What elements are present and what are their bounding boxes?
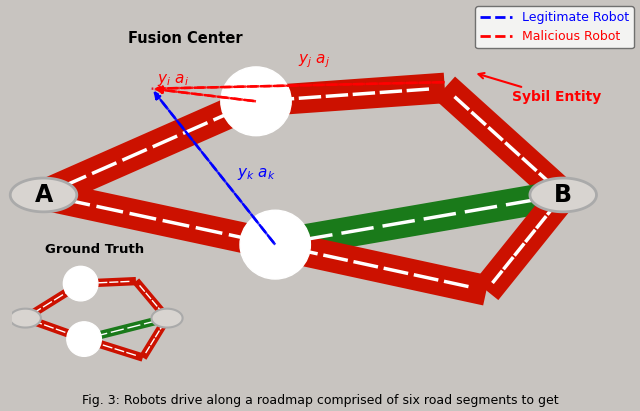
Polygon shape [10,309,41,328]
Ellipse shape [63,266,98,301]
Text: Sybil Entity: Sybil Entity [479,73,601,104]
Polygon shape [530,178,596,212]
Text: Fusion Center: Fusion Center [128,31,243,46]
Text: Ground Truth: Ground Truth [45,243,144,256]
Ellipse shape [221,67,291,136]
Text: $y_i\ a_i$: $y_i\ a_i$ [157,72,189,88]
Text: A: A [35,183,52,207]
Legend: Legitimate Robot, Malicious Robot: Legitimate Robot, Malicious Robot [476,6,634,48]
Text: Fig. 3: Robots drive along a roadmap comprised of six road segments to get: Fig. 3: Robots drive along a roadmap com… [82,394,558,407]
Text: $y_j\ a_j$: $y_j\ a_j$ [298,52,330,70]
Polygon shape [152,309,182,328]
Text: B: B [554,183,572,207]
Ellipse shape [240,210,310,279]
Polygon shape [10,178,77,212]
Ellipse shape [67,322,101,356]
Text: $y_k\ a_k$: $y_k\ a_k$ [237,166,275,182]
